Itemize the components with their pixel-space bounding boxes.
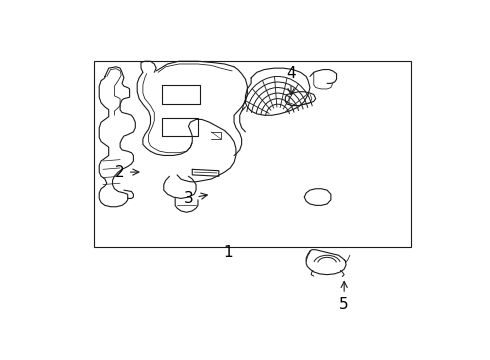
Text: 2: 2 [115, 165, 139, 180]
Text: 3: 3 [184, 191, 207, 206]
Text: 5: 5 [340, 282, 349, 312]
Text: 1: 1 [223, 245, 233, 260]
Bar [94, 61, 411, 247]
Text: 4: 4 [286, 66, 296, 95]
